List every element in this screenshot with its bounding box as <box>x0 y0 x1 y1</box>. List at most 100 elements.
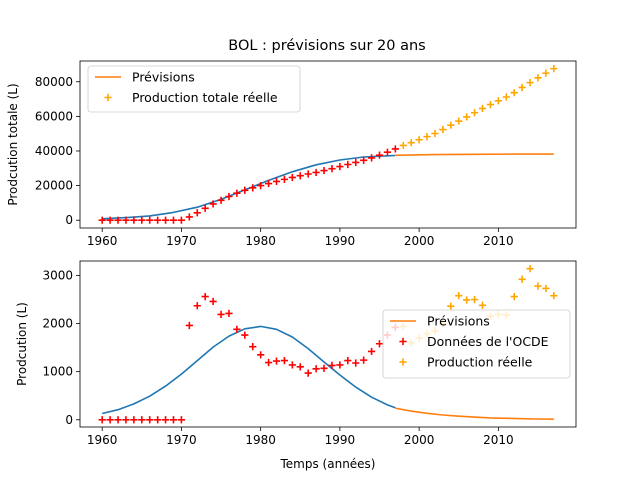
plus-marker <box>391 145 399 153</box>
axes-frame <box>79 60 577 229</box>
plus-marker <box>336 361 344 369</box>
plus-marker <box>526 79 534 87</box>
plus-marker <box>288 173 296 182</box>
plus-marker <box>249 184 257 192</box>
legend-entry-label: Production totale réelle <box>132 90 278 105</box>
plus-marker <box>161 416 170 424</box>
plus-marker <box>478 301 487 309</box>
plus-marker <box>312 168 320 177</box>
plus-marker <box>264 179 273 188</box>
plus-marker <box>455 117 463 125</box>
series-line-1 <box>395 407 554 420</box>
x-tick-label: 1980 <box>245 433 276 447</box>
plus-marker <box>423 133 431 141</box>
legend-entry-label: Prévisions <box>132 70 195 85</box>
plus-marker <box>114 216 122 224</box>
plus-marker <box>399 141 407 150</box>
axes-frame <box>79 260 577 428</box>
plus-marker <box>526 265 534 273</box>
series-line-0 <box>102 325 396 415</box>
plus-marker <box>296 363 304 371</box>
x-tick-label: 1990 <box>325 234 356 248</box>
plus-marker <box>367 154 376 162</box>
legend-box <box>87 65 301 113</box>
chart-title: BOL : prévisions sur 20 ans <box>228 38 425 54</box>
y-tick-label: 2000 <box>42 317 73 331</box>
plus-marker <box>233 189 241 197</box>
x-tick-label: 1980 <box>245 234 276 248</box>
plus-marker <box>320 166 328 175</box>
plus-marker <box>494 97 502 105</box>
plus-marker <box>383 148 392 156</box>
plus-marker <box>161 216 170 224</box>
plus-marker <box>470 109 479 117</box>
plus-marker <box>320 364 328 372</box>
plus-marker <box>518 83 526 92</box>
plus-marker <box>146 216 154 224</box>
plus-marker <box>249 343 257 351</box>
plus-marker <box>288 361 296 369</box>
y-tick-label: 40000 <box>35 144 73 158</box>
plus-marker <box>534 74 542 82</box>
y-axis-label: Prodcution (L) <box>15 302 29 386</box>
plus-marker <box>154 216 162 224</box>
plus-marker <box>470 295 479 304</box>
plus-marker <box>106 416 114 424</box>
plus-marker <box>185 213 193 221</box>
plus-marker <box>478 104 487 113</box>
plus-marker <box>241 186 249 194</box>
plus-marker <box>304 369 312 377</box>
plus-marker <box>138 416 146 424</box>
plus-marker <box>217 310 225 319</box>
legend-entry-label: Données de l'OCDE <box>427 334 549 349</box>
plus-marker <box>193 209 201 217</box>
plus-marker <box>518 275 526 283</box>
x-tick-label: 1960 <box>87 234 118 248</box>
x-axis-label: Temps (années) <box>280 457 376 471</box>
plus-marker <box>241 331 249 339</box>
plus-marker <box>447 121 455 129</box>
plus-marker <box>312 365 320 373</box>
plus-marker <box>375 151 384 159</box>
y-tick-label: 20000 <box>35 179 73 193</box>
plus-marker <box>225 192 233 201</box>
plus-marker <box>455 292 463 300</box>
plus-marker <box>344 357 352 365</box>
plus-marker <box>257 351 265 359</box>
x-tick-label: 1970 <box>166 433 197 447</box>
x-tick-label: 2010 <box>483 433 514 447</box>
plus-marker <box>431 129 439 138</box>
legend-plus-handle <box>399 337 407 346</box>
legend-entry-label: Production réelle <box>427 355 533 370</box>
plus-marker <box>352 359 360 367</box>
top-panel-cumulative-production: 1960 1970 1980 1990 2000 2010 0 20000 40000 60000… <box>6 60 577 248</box>
plus-marker <box>272 357 281 365</box>
plus-marker <box>177 416 186 424</box>
plus-marker <box>463 113 471 121</box>
plus-marker <box>344 160 352 169</box>
plus-marker <box>280 357 289 365</box>
plus-marker <box>542 284 550 293</box>
plus-marker <box>534 282 542 290</box>
plus-marker <box>217 196 225 204</box>
plus-marker <box>328 165 336 173</box>
y-tick-label: 1000 <box>42 365 73 379</box>
plus-marker <box>106 216 114 224</box>
plus-marker <box>304 170 312 178</box>
y-tick-label: 0 <box>65 413 73 427</box>
legend-box <box>382 309 571 379</box>
plus-marker <box>352 158 360 167</box>
x-tick-label: 2010 <box>483 234 514 248</box>
plus-marker <box>169 216 178 224</box>
legend-plus-handle <box>399 358 407 366</box>
y-tick-label: 80000 <box>35 75 73 89</box>
x-tick-label: 2000 <box>404 234 435 248</box>
plus-marker <box>360 156 368 164</box>
plus-marker <box>257 182 265 190</box>
x-tick-label: 2000 <box>404 433 435 447</box>
plus-marker <box>510 293 518 301</box>
legend-plus-handle <box>104 93 112 102</box>
plus-marker <box>486 101 495 109</box>
series-line-1 <box>395 153 554 157</box>
